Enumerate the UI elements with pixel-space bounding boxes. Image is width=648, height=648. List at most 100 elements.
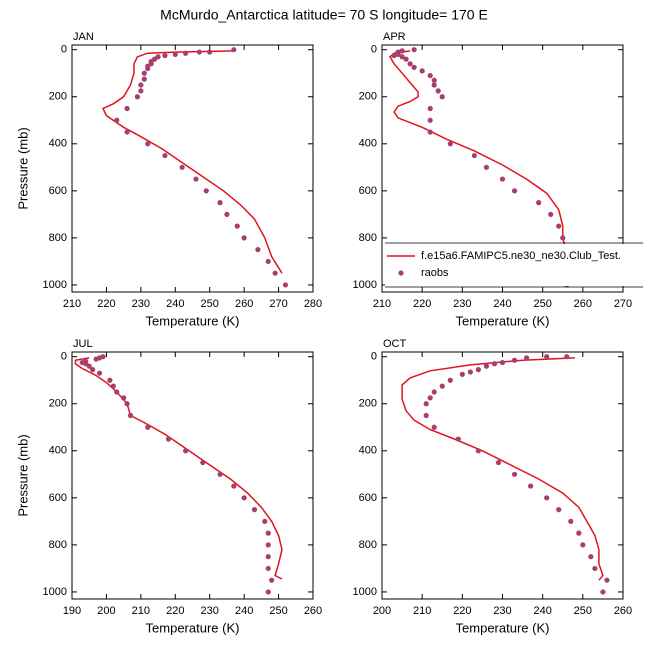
obs-point	[251, 507, 258, 513]
x-tick-label: 230	[453, 298, 471, 310]
obs-point	[475, 448, 481, 454]
obs-point	[580, 542, 586, 548]
obs-point	[439, 383, 445, 389]
panel-title: APR	[383, 31, 406, 43]
obs-point	[556, 223, 562, 229]
x-tick-label: 250	[269, 605, 287, 617]
obs-point	[560, 235, 566, 241]
obs-point	[491, 361, 498, 367]
obs-point	[423, 401, 429, 407]
x-axis-label: Temperature (K)	[456, 620, 550, 635]
obs-point	[447, 141, 453, 147]
y-tick-label: 400	[359, 138, 377, 150]
x-tick-label: 200	[373, 605, 391, 617]
obs-point	[407, 61, 413, 67]
obs-point	[528, 483, 534, 489]
obs-point	[217, 471, 223, 477]
obs-point	[600, 589, 606, 595]
obs-point	[90, 367, 96, 373]
x-tick-label: 220	[413, 298, 431, 310]
obs-point	[179, 164, 185, 170]
x-axis-label: Temperature (K)	[146, 620, 240, 635]
model-line	[74, 357, 283, 580]
obs-point	[145, 141, 151, 147]
obs-point	[499, 359, 506, 366]
y-tick-label: 0	[371, 44, 377, 56]
x-tick-label: 230	[201, 605, 219, 617]
obs-point	[427, 105, 433, 112]
obs-point	[241, 495, 247, 501]
obs-point	[107, 377, 113, 383]
plot-frame	[71, 351, 314, 600]
obs-point	[165, 436, 171, 442]
obs-point	[499, 176, 506, 182]
obs-point	[431, 77, 437, 83]
plot-frame	[71, 44, 314, 293]
obs-point	[127, 412, 134, 419]
obs-point	[568, 518, 574, 524]
legend-dot	[398, 270, 404, 276]
obs-point	[282, 282, 289, 288]
y-tick-label: 800	[359, 232, 377, 244]
obs-point	[431, 389, 437, 395]
obs-point	[124, 105, 130, 112]
x-tick-label: 260	[574, 298, 592, 310]
obs-point	[411, 47, 417, 53]
x-tick-label: 260	[304, 605, 322, 617]
obs-point	[138, 88, 144, 94]
obs-point	[467, 369, 473, 375]
x-tick-label: 260	[614, 605, 632, 617]
obs-point	[483, 363, 490, 369]
obs-point	[265, 530, 271, 536]
y-tick-label: 0	[371, 351, 377, 363]
x-tick-label: 210	[413, 605, 431, 617]
x-tick-label: 250	[201, 298, 219, 310]
obs-point	[183, 50, 189, 56]
obs-point	[231, 483, 237, 489]
x-tick-label: 270	[614, 298, 632, 310]
obs-point	[265, 565, 271, 572]
x-tick-label: 230	[132, 298, 150, 310]
obs-point	[459, 371, 465, 377]
obs-point	[241, 235, 247, 241]
legend-label: raobs	[421, 267, 449, 279]
y-tick-label: 200	[359, 91, 377, 103]
obs-point	[592, 565, 598, 572]
obs-point	[193, 176, 199, 182]
obs-point	[544, 495, 550, 501]
y-tick-label: 1000	[43, 586, 67, 598]
obs-point	[138, 82, 144, 88]
obs-point	[588, 554, 594, 560]
y-tick-label: 400	[359, 445, 377, 457]
obs-point	[427, 117, 433, 123]
obs-point	[234, 223, 240, 229]
obs-point	[544, 354, 550, 360]
obs-point	[200, 459, 206, 466]
obs-point	[511, 357, 518, 363]
obs-point	[196, 49, 202, 55]
obs-point	[455, 436, 461, 442]
obs-point	[399, 54, 405, 60]
obs-point	[124, 129, 130, 135]
obs-point	[391, 52, 397, 59]
obs-point	[475, 367, 481, 373]
y-tick-label: 1000	[353, 586, 377, 598]
obs-point	[86, 363, 92, 369]
obs-point	[511, 471, 518, 477]
obs-point	[231, 47, 237, 53]
y-tick-label: 400	[49, 138, 67, 150]
obs-point	[224, 211, 230, 217]
y-tick-label: 600	[359, 492, 377, 504]
obs-point	[435, 88, 441, 94]
obs-point	[134, 94, 141, 100]
obs-point	[114, 389, 120, 395]
obs-point	[439, 94, 445, 100]
obs-point	[172, 51, 178, 58]
panel-title: JUL	[73, 338, 93, 350]
x-tick-label: 240	[235, 605, 253, 617]
y-tick-label: 600	[49, 492, 67, 504]
obs-point	[162, 52, 168, 59]
y-tick-label: 400	[49, 445, 67, 457]
obs-point	[548, 211, 554, 217]
obs-point	[265, 542, 271, 548]
